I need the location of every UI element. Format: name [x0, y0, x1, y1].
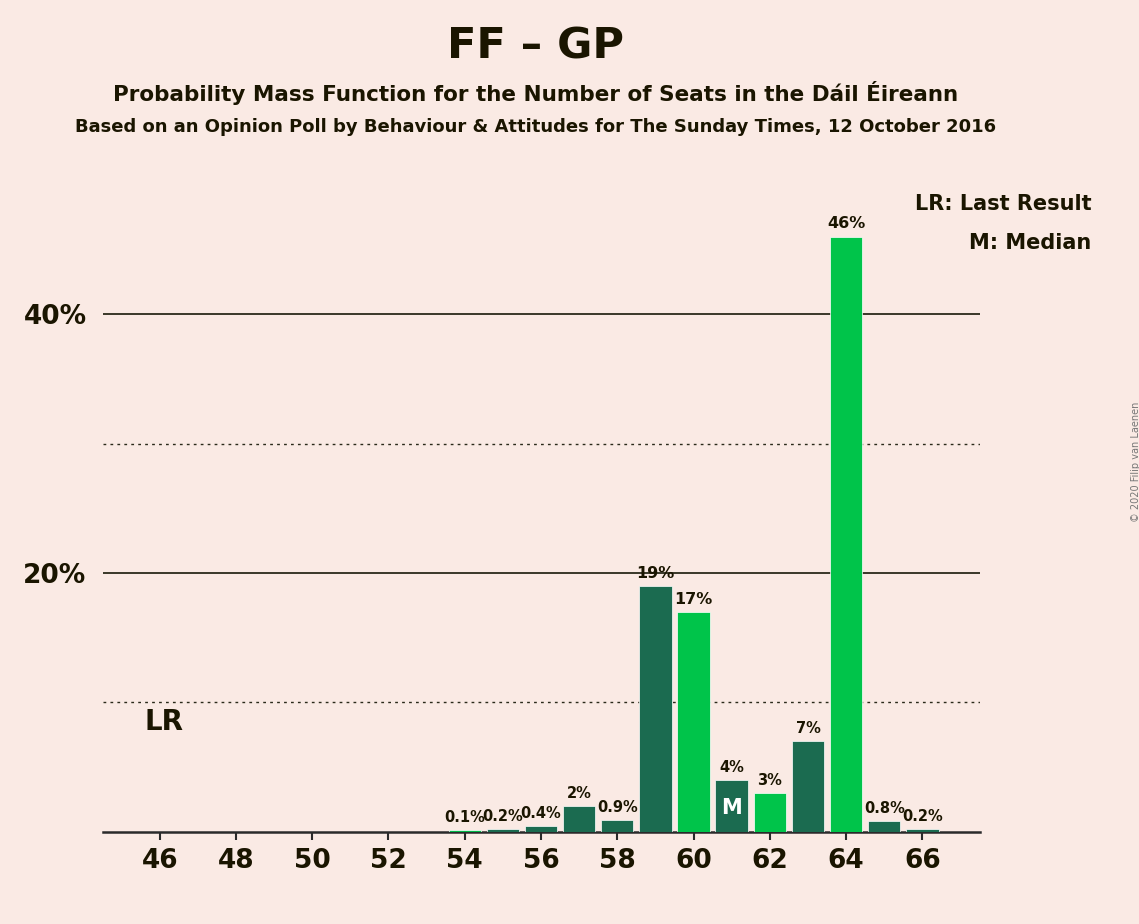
Bar	[486, 829, 519, 832]
Text: FF – GP: FF – GP	[446, 26, 624, 67]
Text: 3%: 3%	[757, 772, 782, 787]
Text: 46%: 46%	[827, 216, 866, 231]
Bar	[449, 831, 481, 832]
Text: 0.4%: 0.4%	[521, 807, 562, 821]
Bar	[830, 237, 862, 832]
Bar	[754, 793, 786, 832]
Text: Probability Mass Function for the Number of Seats in the Dáil Éireann: Probability Mass Function for the Number…	[113, 81, 958, 105]
Bar	[525, 826, 557, 832]
Text: 17%: 17%	[674, 591, 713, 606]
Bar	[601, 820, 633, 832]
Text: 0.8%: 0.8%	[863, 801, 904, 816]
Bar	[868, 821, 901, 832]
Text: 19%: 19%	[637, 565, 674, 580]
Text: LR: LR	[145, 708, 183, 736]
Text: 2%: 2%	[567, 785, 591, 800]
Text: © 2020 Filip van Laenen: © 2020 Filip van Laenen	[1131, 402, 1139, 522]
Bar	[907, 829, 939, 832]
Text: Based on an Opinion Poll by Behaviour & Attitudes for The Sunday Times, 12 Octob: Based on an Opinion Poll by Behaviour & …	[75, 118, 995, 136]
Bar	[639, 586, 672, 832]
Text: LR: Last Result: LR: Last Result	[915, 194, 1091, 214]
Text: 7%: 7%	[795, 721, 820, 736]
Text: 0.2%: 0.2%	[483, 808, 523, 824]
Text: M: M	[721, 798, 743, 819]
Text: 0.1%: 0.1%	[444, 810, 485, 825]
Bar	[563, 806, 596, 832]
Bar	[678, 612, 710, 832]
Text: M: Median: M: Median	[969, 233, 1091, 253]
Bar	[715, 780, 748, 832]
Bar	[792, 741, 825, 832]
Text: 0.2%: 0.2%	[902, 808, 943, 824]
Text: 4%: 4%	[719, 760, 744, 774]
Text: 0.9%: 0.9%	[597, 800, 638, 815]
